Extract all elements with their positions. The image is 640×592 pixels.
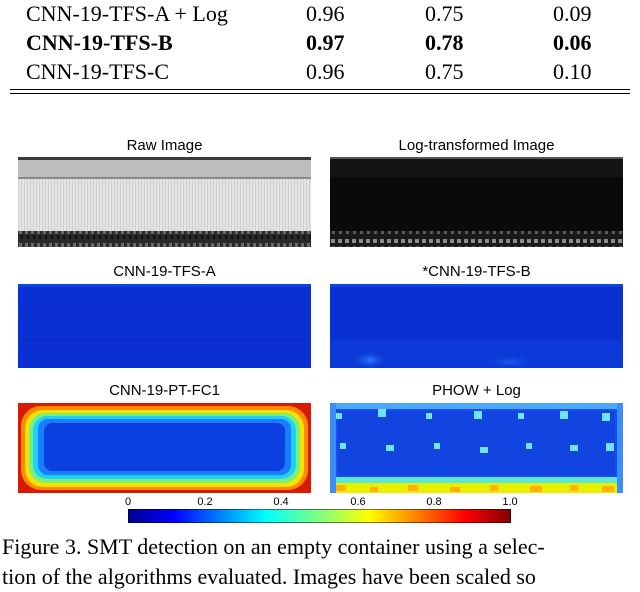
method-name: CNN-19-TFS-A + Log (26, 1, 228, 26)
colorbar-tick: 0.6 (350, 496, 366, 508)
table-bottom-rule-2 (10, 93, 630, 94)
colorbar-tick: 1.0 (502, 496, 518, 508)
phow-heatmap (330, 403, 623, 493)
metric-2: 0.78 (425, 30, 464, 55)
panel-title-phow: PHOW + Log (432, 382, 521, 399)
metric-1: 0.96 (306, 59, 345, 84)
figure-caption: Figure 3. SMT detection on an empty cont… (0, 532, 640, 592)
method-name: CNN-19-TFS-C (26, 59, 170, 84)
raw-image-panel (18, 157, 311, 247)
panel-title-pt-fc1: CNN-19-PT-FC1 (109, 382, 220, 399)
colorbar-tick: 0.2 (197, 496, 213, 508)
table-bottom-rule (10, 89, 630, 90)
caption-line-2: tion of the algorithms evaluated. Images… (2, 564, 536, 589)
metric-3: 0.06 (553, 30, 592, 55)
method-name: CNN-19-TFS-B (26, 30, 173, 55)
metric-2: 0.75 (425, 1, 464, 26)
panel-title-raw: Raw Image (126, 137, 203, 154)
table-row: CNN-19-TFS-C 0.96 0.75 0.10 (0, 58, 640, 86)
metric-2: 0.75 (425, 59, 464, 84)
colorbar-tick: 0 (124, 496, 132, 508)
table-row: CNN-19-TFS-B 0.97 0.78 0.06 (0, 29, 640, 57)
tfs-b-heatmap (330, 284, 623, 368)
caption-line-1: Figure 3. SMT detection on an empty cont… (2, 534, 545, 559)
tfs-a-heatmap (18, 284, 311, 368)
panel-title-tfs-a: CNN-19-TFS-A (113, 263, 216, 280)
pt-fc1-heatmap (18, 403, 311, 493)
colorbar (128, 509, 511, 523)
colorbar-tick: 0.4 (273, 496, 289, 508)
metric-3: 0.10 (553, 59, 592, 84)
metric-1: 0.96 (306, 1, 345, 26)
panel-title-tfs-b: *CNN-19-TFS-B (422, 263, 531, 280)
panel-title-log: Log-transformed Image (398, 137, 555, 154)
colorbar-tick: 0.8 (426, 496, 442, 508)
metric-3: 0.09 (553, 1, 592, 26)
metric-1: 0.97 (306, 30, 345, 55)
table-row: CNN-19-TFS-A + Log 0.96 0.75 0.09 (0, 0, 640, 28)
log-image-panel (330, 157, 623, 247)
